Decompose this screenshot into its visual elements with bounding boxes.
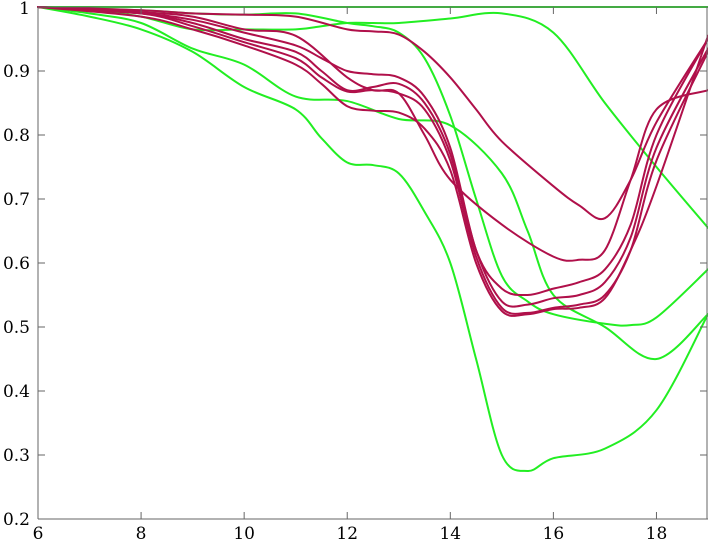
- y-tick-label: 0.4: [3, 382, 30, 402]
- x-tick-label: 16: [543, 524, 565, 539]
- y-tick-label: 0.7: [3, 190, 30, 210]
- series-line-2-green: [37, 6, 708, 229]
- x-tick-label: 12: [336, 524, 358, 539]
- series-line-10-crimson: [37, 6, 708, 317]
- plot-area: 6 8 10 12 14 16 18 0.2 0.3 0.4 0.5 0.6 0.7 0.8 0.9 1: [3, 0, 708, 539]
- series-line-7-crimson: [37, 6, 708, 297]
- series-line-6-crimson: [37, 6, 708, 221]
- y-tick-label: 0.6: [3, 254, 30, 274]
- x-axis-ticks: 6 8 10 12 14 16 18: [33, 7, 668, 539]
- y-tick-label: 0.2: [3, 510, 30, 530]
- x-tick-label: 18: [646, 524, 668, 539]
- series-line-9-crimson: [37, 6, 708, 315]
- series-layer: [37, 5, 708, 472]
- y-tick-label: 0.8: [3, 126, 30, 146]
- series-line-4-green: [37, 6, 708, 361]
- y-tick-label: 1: [19, 0, 30, 19]
- series-line-11-crimson: [37, 6, 708, 262]
- y-axis-ticks: 0.2 0.3 0.4 0.5 0.6 0.7 0.8 0.9 1: [3, 0, 707, 530]
- x-tick-label: 8: [136, 524, 147, 539]
- y-tick-label: 0.5: [3, 318, 30, 338]
- y-tick-label: 0.3: [3, 446, 30, 466]
- series-line-8-crimson: [37, 6, 708, 308]
- x-tick-label: 14: [439, 524, 461, 539]
- x-tick-label: 6: [33, 524, 44, 539]
- y-tick-label: 0.9: [3, 62, 30, 82]
- series-line-5-green: [37, 6, 708, 472]
- x-tick-label: 10: [233, 524, 255, 539]
